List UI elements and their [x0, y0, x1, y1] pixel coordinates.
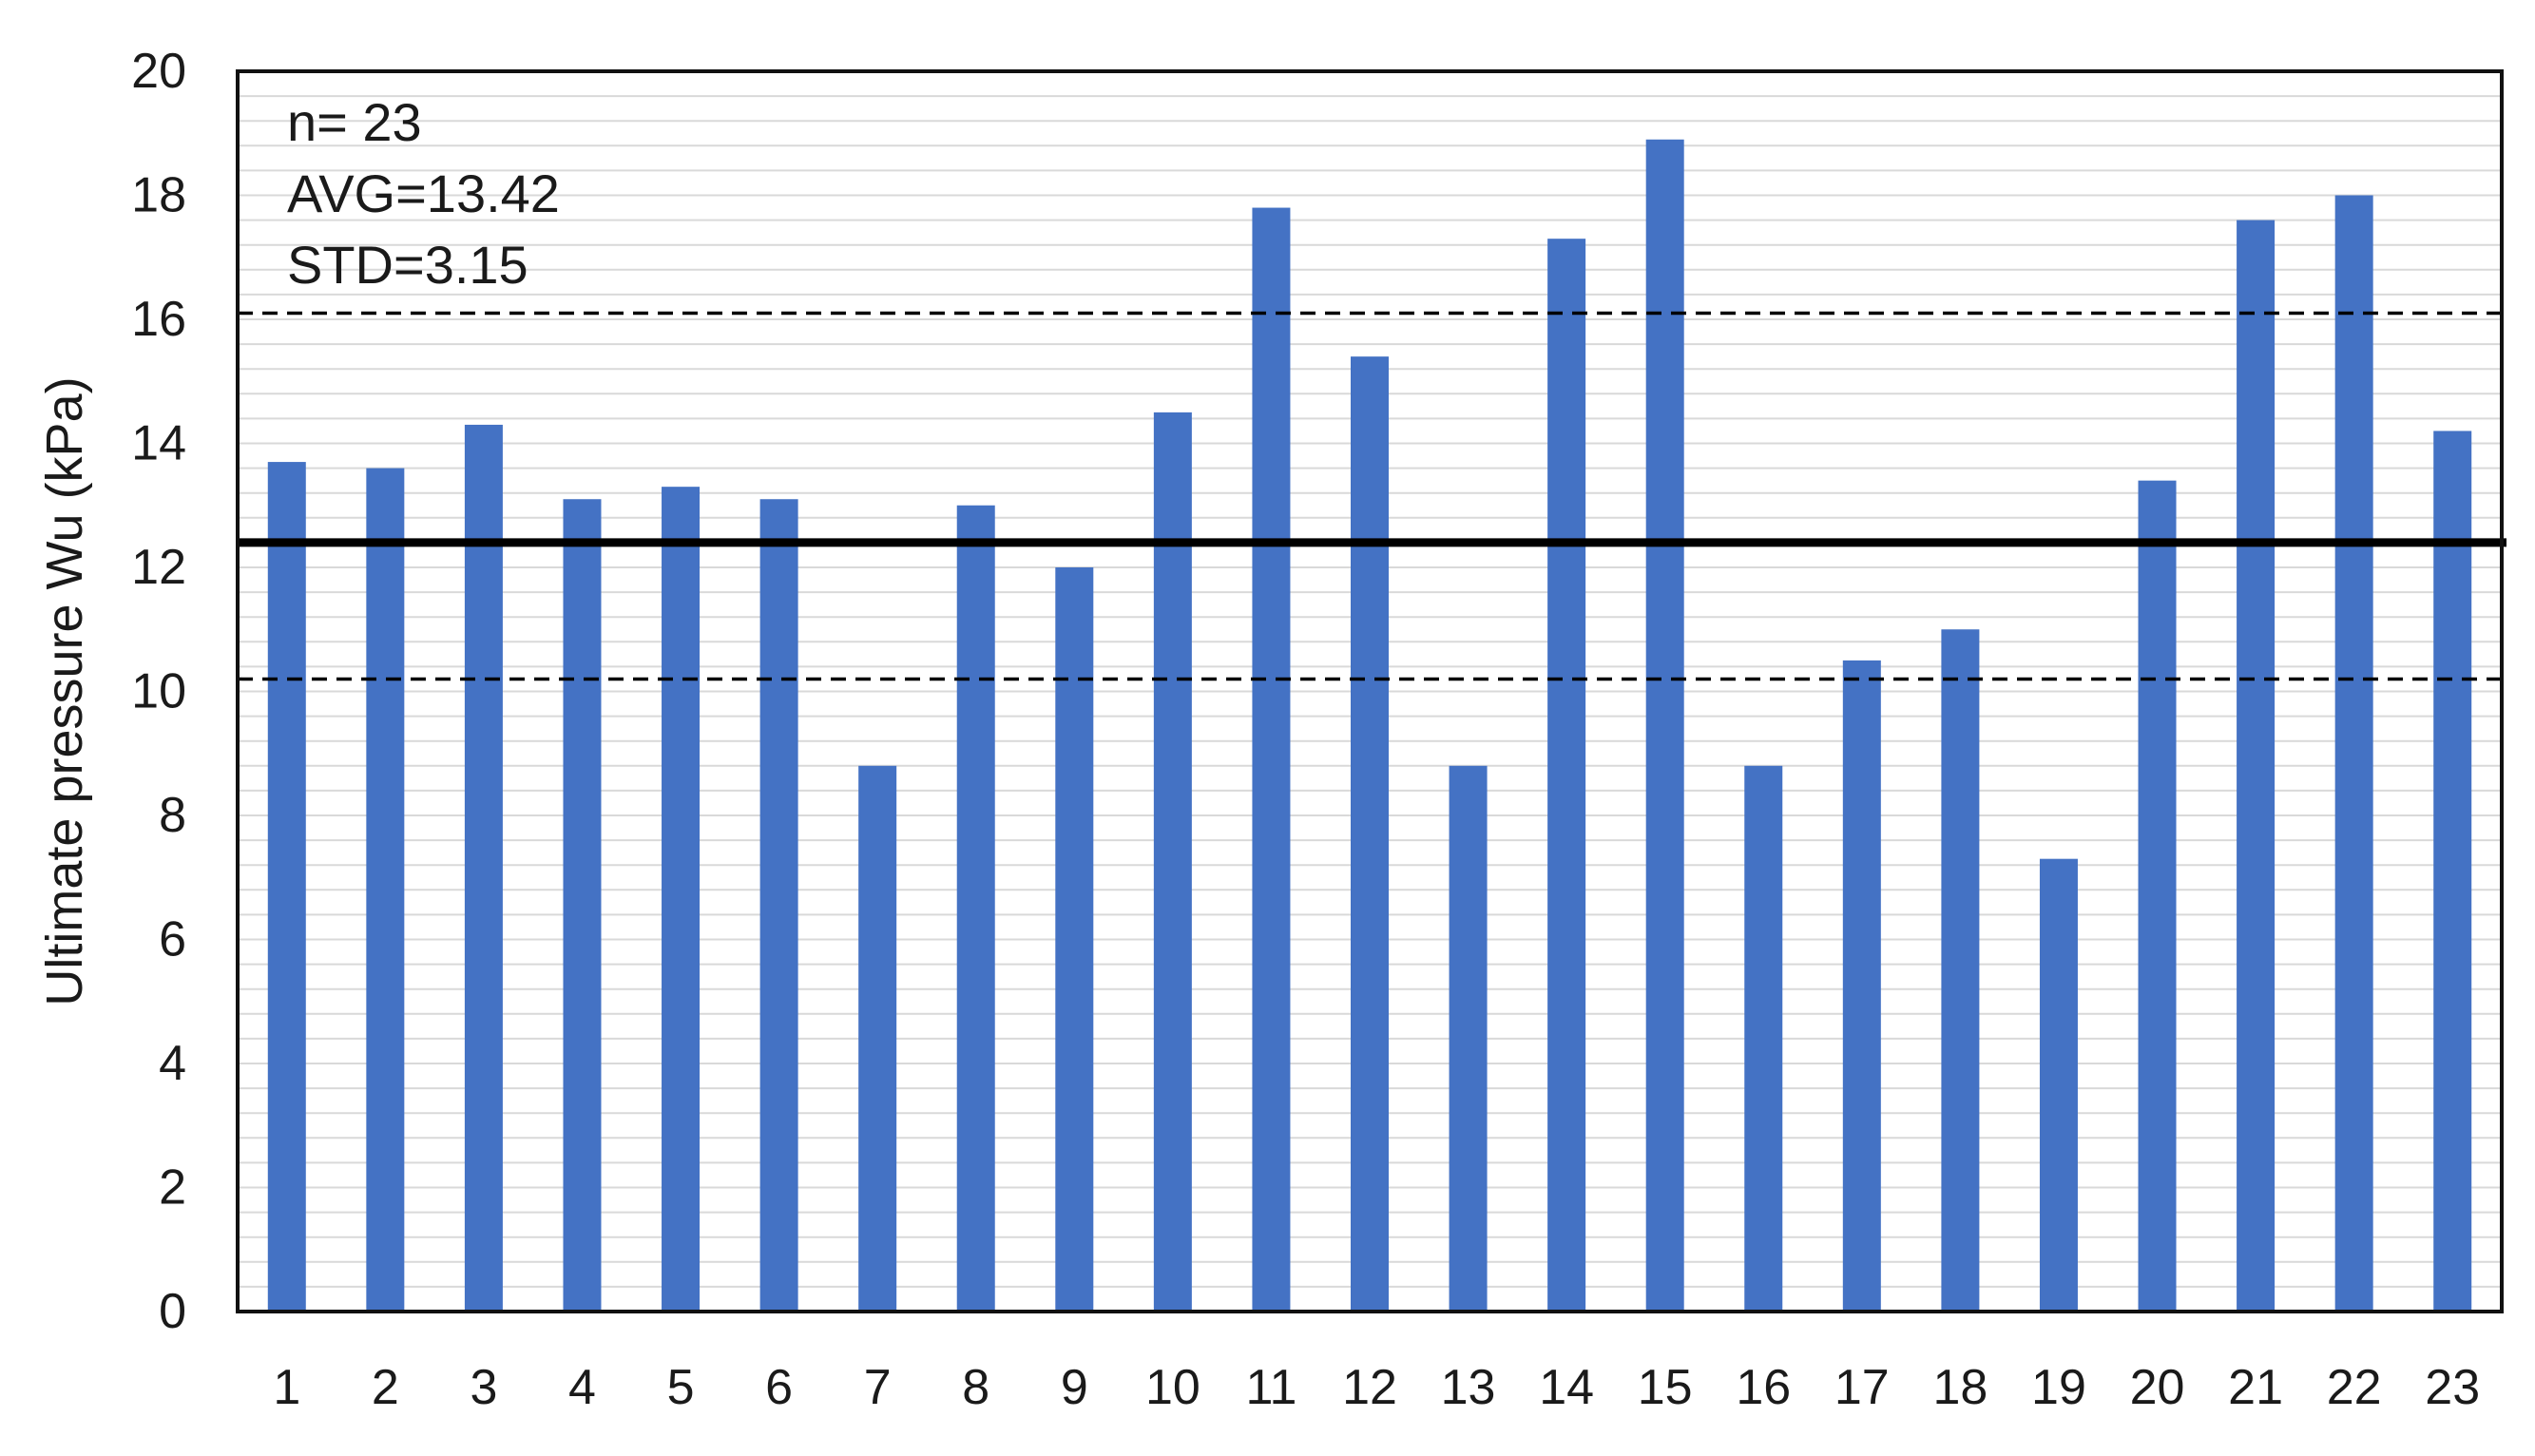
bar	[1055, 567, 1094, 1312]
x-tick-label: 23	[2425, 1360, 2480, 1415]
y-tick-label: 4	[159, 1036, 186, 1091]
x-tick-label: 6	[765, 1360, 793, 1415]
bar	[759, 499, 798, 1312]
bar	[1842, 660, 1881, 1312]
bar	[1547, 239, 1586, 1312]
stats-annotation-line: STD=3.15	[287, 235, 528, 295]
bar	[267, 462, 306, 1312]
y-tick-label: 6	[159, 912, 186, 967]
x-tick-label: 20	[2130, 1360, 2185, 1415]
plot-area-frame	[236, 69, 2504, 1313]
x-tick-label: 14	[1539, 1360, 1594, 1415]
bar	[2237, 220, 2276, 1312]
x-tick-label: 2	[372, 1360, 399, 1415]
bar	[662, 487, 701, 1312]
y-axis-label: Ultimate pressure Wu (kPa)	[36, 376, 93, 1006]
bars	[267, 139, 2472, 1312]
x-tick-label: 7	[864, 1360, 892, 1415]
y-tick-label: 20	[131, 44, 186, 99]
x-tick-label: 9	[1061, 1360, 1088, 1415]
stats-annotation: n= 23 AVG=13.42 STD=3.15	[287, 92, 560, 295]
x-tick-label: 22	[2327, 1360, 2382, 1415]
reference-lines	[238, 311, 2506, 681]
x-tick-label: 4	[568, 1360, 596, 1415]
x-tick-label: 11	[1245, 1360, 1296, 1415]
x-axis-tick-labels: 1 2 3 4 5 6 7 8 9 10 11 12 13 14 15 16 17 18 19 20 21 22 23	[273, 1360, 2480, 1415]
bar	[2039, 858, 2078, 1312]
x-tick-label: 10	[1145, 1360, 1200, 1415]
bar	[366, 468, 405, 1312]
x-tick-label: 5	[667, 1360, 695, 1415]
x-tick-label: 15	[1638, 1360, 1693, 1415]
bar	[858, 765, 897, 1312]
bar	[1449, 765, 1488, 1312]
bar	[1252, 207, 1291, 1312]
x-tick-label: 19	[2031, 1360, 2086, 1415]
x-tick-label: 12	[1342, 1360, 1397, 1415]
bar	[1351, 356, 1389, 1312]
y-tick-label: 2	[159, 1160, 186, 1216]
y-tick-label: 18	[131, 168, 186, 223]
bar	[956, 505, 995, 1312]
stats-annotation-line: n= 23	[287, 92, 422, 152]
bar	[1941, 629, 1980, 1312]
y-tick-label: 10	[131, 664, 186, 719]
x-tick-label: 8	[962, 1360, 989, 1415]
bar	[2334, 195, 2373, 1312]
bar	[464, 424, 503, 1312]
x-tick-label: 21	[2228, 1360, 2283, 1415]
y-tick-label: 8	[159, 788, 186, 843]
bar	[1153, 412, 1192, 1312]
x-tick-label: 13	[1441, 1360, 1496, 1415]
stats-annotation-line: AVG=13.42	[287, 163, 560, 223]
y-tick-label: 12	[131, 540, 186, 595]
y-tick-label: 14	[131, 416, 186, 471]
bar	[2433, 431, 2472, 1312]
x-tick-label: 17	[1834, 1360, 1890, 1415]
bar	[563, 499, 602, 1312]
bar	[1645, 139, 1684, 1312]
x-tick-label: 18	[1932, 1360, 1988, 1415]
x-tick-label: 1	[273, 1360, 300, 1415]
x-tick-label: 3	[470, 1360, 497, 1415]
bar	[2138, 480, 2177, 1312]
x-tick-label: 16	[1736, 1360, 1791, 1415]
y-axis-tick-labels: 0 2 4 6 8 10 12 14 16 18 20	[131, 44, 186, 1339]
bar	[1744, 765, 1783, 1312]
y-tick-label: 16	[131, 292, 186, 347]
y-tick-label: 0	[159, 1284, 186, 1339]
